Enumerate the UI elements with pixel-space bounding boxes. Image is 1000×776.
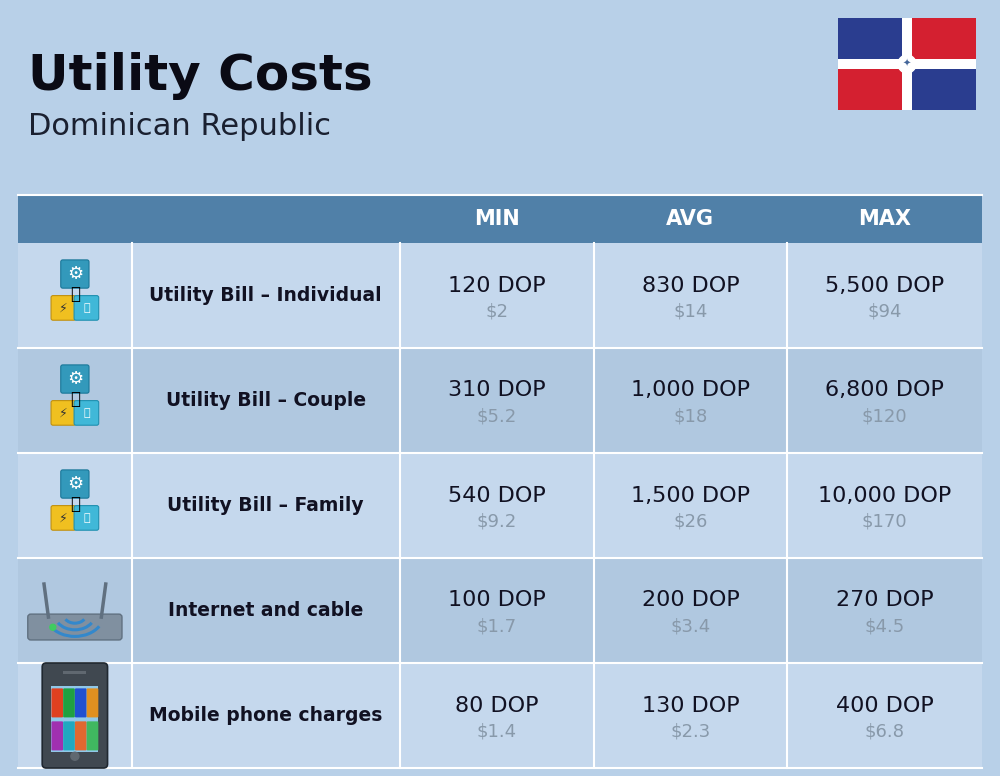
FancyBboxPatch shape bbox=[87, 722, 98, 750]
Bar bbox=[18, 348, 982, 453]
Text: MIN: MIN bbox=[474, 209, 520, 229]
Text: 10,000 DOP: 10,000 DOP bbox=[818, 486, 951, 505]
Text: $1.7: $1.7 bbox=[477, 618, 517, 636]
Text: 1,500 DOP: 1,500 DOP bbox=[631, 486, 750, 505]
Text: 270 DOP: 270 DOP bbox=[836, 591, 933, 611]
FancyBboxPatch shape bbox=[51, 296, 76, 320]
Bar bbox=[902, 18, 912, 110]
FancyBboxPatch shape bbox=[63, 722, 75, 750]
Bar bbox=[907, 18, 976, 64]
FancyBboxPatch shape bbox=[61, 365, 89, 393]
Text: $26: $26 bbox=[673, 512, 708, 531]
Bar bbox=[51, 687, 98, 753]
Circle shape bbox=[50, 624, 56, 630]
FancyBboxPatch shape bbox=[51, 506, 76, 530]
Text: ⚡: ⚡ bbox=[59, 301, 68, 314]
Bar bbox=[907, 64, 976, 110]
Text: $2: $2 bbox=[485, 303, 508, 320]
Text: Internet and cable: Internet and cable bbox=[168, 601, 363, 620]
Text: AVG: AVG bbox=[666, 209, 714, 229]
Text: Utility Bill – Individual: Utility Bill – Individual bbox=[149, 286, 382, 305]
Text: $2.3: $2.3 bbox=[670, 722, 711, 740]
Text: $3.4: $3.4 bbox=[670, 618, 711, 636]
Text: 200 DOP: 200 DOP bbox=[642, 591, 739, 611]
Text: 💧: 💧 bbox=[83, 513, 90, 523]
Text: Utility Costs: Utility Costs bbox=[28, 52, 373, 100]
Text: 830 DOP: 830 DOP bbox=[642, 275, 739, 296]
FancyBboxPatch shape bbox=[75, 688, 87, 717]
FancyBboxPatch shape bbox=[51, 722, 63, 750]
Bar bbox=[18, 558, 982, 663]
Text: 130 DOP: 130 DOP bbox=[642, 695, 739, 715]
Bar bbox=[18, 453, 982, 558]
FancyBboxPatch shape bbox=[74, 400, 99, 425]
Text: Mobile phone charges: Mobile phone charges bbox=[149, 706, 382, 725]
Text: 80 DOP: 80 DOP bbox=[455, 695, 538, 715]
Text: 🧑: 🧑 bbox=[70, 495, 80, 514]
Text: $6.8: $6.8 bbox=[865, 722, 905, 740]
Text: ⚙: ⚙ bbox=[67, 265, 83, 283]
Bar bbox=[63, 671, 86, 674]
Text: ⚙: ⚙ bbox=[67, 475, 83, 493]
Bar bbox=[838, 59, 976, 69]
Bar bbox=[838, 64, 907, 110]
Text: Utility Bill – Couple: Utility Bill – Couple bbox=[166, 391, 366, 410]
Text: 120 DOP: 120 DOP bbox=[448, 275, 545, 296]
Bar bbox=[18, 195, 982, 243]
FancyBboxPatch shape bbox=[75, 722, 87, 750]
Bar bbox=[18, 243, 982, 348]
Text: $14: $14 bbox=[673, 303, 708, 320]
Text: 400 DOP: 400 DOP bbox=[836, 695, 934, 715]
Text: $4.5: $4.5 bbox=[865, 618, 905, 636]
Text: 310 DOP: 310 DOP bbox=[448, 380, 545, 400]
Bar bbox=[838, 18, 907, 64]
FancyBboxPatch shape bbox=[61, 260, 89, 288]
FancyBboxPatch shape bbox=[61, 470, 89, 498]
Text: ✦: ✦ bbox=[903, 59, 911, 69]
Text: 🧑: 🧑 bbox=[70, 390, 80, 408]
FancyBboxPatch shape bbox=[63, 688, 75, 717]
Text: 540 DOP: 540 DOP bbox=[448, 486, 546, 505]
Text: 5,500 DOP: 5,500 DOP bbox=[825, 275, 944, 296]
Text: $120: $120 bbox=[862, 407, 907, 425]
Text: 1,000 DOP: 1,000 DOP bbox=[631, 380, 750, 400]
Text: MAX: MAX bbox=[858, 209, 911, 229]
FancyBboxPatch shape bbox=[74, 296, 99, 320]
Text: 100 DOP: 100 DOP bbox=[448, 591, 546, 611]
Text: Dominican Republic: Dominican Republic bbox=[28, 112, 331, 141]
Text: $5.2: $5.2 bbox=[477, 407, 517, 425]
FancyBboxPatch shape bbox=[28, 614, 122, 640]
Bar bbox=[18, 663, 982, 768]
Text: 6,800 DOP: 6,800 DOP bbox=[825, 380, 944, 400]
Text: Utility Bill – Family: Utility Bill – Family bbox=[167, 496, 364, 515]
Text: $1.4: $1.4 bbox=[477, 722, 517, 740]
Circle shape bbox=[71, 752, 79, 760]
Text: $18: $18 bbox=[673, 407, 708, 425]
Text: 💧: 💧 bbox=[83, 408, 90, 418]
FancyBboxPatch shape bbox=[51, 400, 76, 425]
FancyBboxPatch shape bbox=[74, 506, 99, 530]
Circle shape bbox=[898, 55, 916, 73]
FancyBboxPatch shape bbox=[51, 688, 63, 717]
Text: 💧: 💧 bbox=[83, 303, 90, 313]
FancyBboxPatch shape bbox=[87, 688, 98, 717]
Text: 🧑: 🧑 bbox=[70, 286, 80, 303]
Text: ⚙: ⚙ bbox=[67, 370, 83, 388]
Text: $94: $94 bbox=[867, 303, 902, 320]
Text: ⚡: ⚡ bbox=[59, 407, 68, 419]
Text: $170: $170 bbox=[862, 512, 907, 531]
Text: $9.2: $9.2 bbox=[477, 512, 517, 531]
Text: ⚡: ⚡ bbox=[59, 511, 68, 525]
FancyBboxPatch shape bbox=[42, 663, 108, 768]
